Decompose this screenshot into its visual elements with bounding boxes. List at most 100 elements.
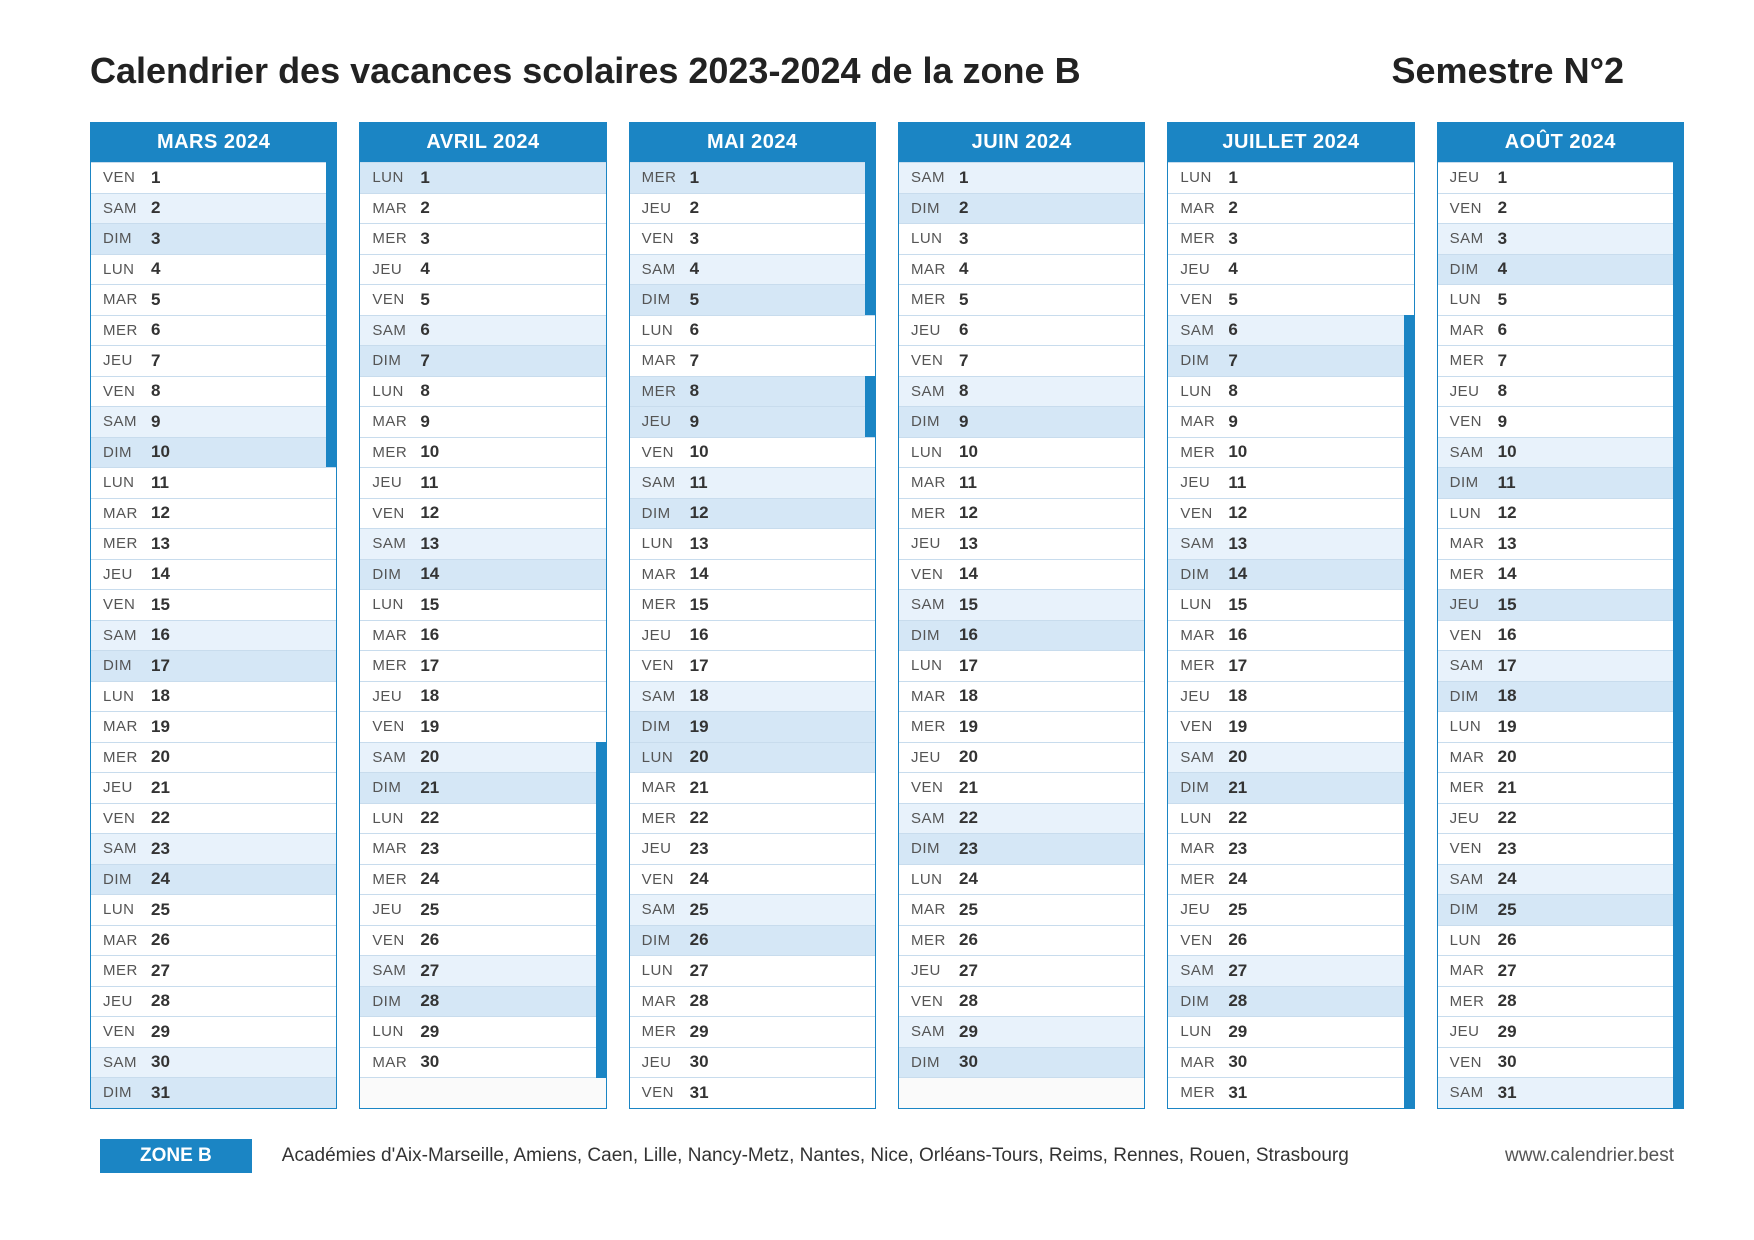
weekday-label: JEU	[1180, 688, 1228, 705]
day-row: DIM9	[899, 406, 1144, 437]
day-row: MER21	[1438, 772, 1683, 803]
weekday-label: SAM	[642, 261, 690, 278]
weekday-label: JEU	[911, 322, 959, 339]
day-row: MAR9	[360, 406, 605, 437]
weekday-label: SAM	[103, 200, 151, 217]
day-number: 8	[690, 381, 699, 401]
weekday-label: JEU	[372, 261, 420, 278]
day-number: 1	[1498, 168, 1507, 188]
weekday-label: JEU	[911, 749, 959, 766]
day-row: MER17	[1168, 650, 1413, 681]
vacation-marker	[596, 772, 606, 804]
day-number: 21	[959, 778, 978, 798]
vacation-marker	[326, 315, 336, 347]
day-row: JEU15	[1438, 589, 1683, 620]
weekday-label: MAR	[1180, 840, 1228, 857]
weekday-label: LUN	[1450, 932, 1498, 949]
weekday-label: JEU	[1180, 901, 1228, 918]
day-row: VEN1	[91, 162, 336, 193]
day-row: VEN7	[899, 345, 1144, 376]
day-row: SAM29	[899, 1016, 1144, 1047]
weekday-label: DIM	[372, 779, 420, 796]
weekday-label: MAR	[103, 932, 151, 949]
day-row: VEN12	[1168, 498, 1413, 529]
day-number: 6	[151, 320, 160, 340]
day-row: LUN8	[360, 376, 605, 407]
vacation-marker	[1673, 833, 1683, 865]
vacation-marker	[1673, 711, 1683, 743]
day-number: 16	[1498, 625, 1517, 645]
day-number: 7	[420, 351, 429, 371]
day-number: 30	[151, 1052, 170, 1072]
day-row: MER24	[1168, 864, 1413, 895]
vacation-marker	[1673, 254, 1683, 286]
weekday-label: DIM	[911, 200, 959, 217]
vacation-marker	[326, 345, 336, 377]
weekday-label: MER	[1180, 444, 1228, 461]
vacation-marker	[1404, 498, 1414, 530]
day-number: 10	[1228, 442, 1247, 462]
weekday-label: JEU	[103, 352, 151, 369]
vacation-marker	[1404, 955, 1414, 987]
day-row: VEN3	[630, 223, 875, 254]
day-number: 25	[1498, 900, 1517, 920]
vacation-marker	[1673, 223, 1683, 255]
day-row: JEU29	[1438, 1016, 1683, 1047]
day-number: 25	[151, 900, 170, 920]
day-number: 19	[420, 717, 439, 737]
day-row: SAM22	[899, 803, 1144, 834]
day-number: 6	[420, 320, 429, 340]
day-number: 16	[1228, 625, 1247, 645]
day-row: VEN8	[91, 376, 336, 407]
day-row: MAR9	[1168, 406, 1413, 437]
day-row: DIM30	[899, 1047, 1144, 1078]
day-number: 12	[690, 503, 709, 523]
weekday-label: LUN	[1180, 169, 1228, 186]
day-number: 17	[1498, 656, 1517, 676]
weekday-label: MER	[372, 230, 420, 247]
month-column: JUILLET 2024LUN1MAR2MER3JEU4VEN5SAM6DIM7…	[1167, 122, 1414, 1109]
day-number: 5	[420, 290, 429, 310]
weekday-label: MAR	[1450, 535, 1498, 552]
day-number: 25	[1228, 900, 1247, 920]
vacation-marker	[326, 193, 336, 225]
weekday-label: MER	[372, 444, 420, 461]
weekday-label: JEU	[911, 962, 959, 979]
day-number: 9	[1498, 412, 1507, 432]
day-number: 10	[959, 442, 978, 462]
vacation-marker	[1404, 1047, 1414, 1079]
day-row: VEN2	[1438, 193, 1683, 224]
day-row: JEU9	[630, 406, 875, 437]
vacation-marker	[596, 955, 606, 987]
weekday-label: LUN	[103, 474, 151, 491]
day-row: DIM10	[91, 437, 336, 468]
weekday-label: MAR	[372, 840, 420, 857]
weekday-label: DIM	[103, 871, 151, 888]
day-number: 1	[151, 168, 160, 188]
weekday-label: LUN	[372, 810, 420, 827]
weekday-label: MER	[642, 1023, 690, 1040]
weekday-label: SAM	[1180, 322, 1228, 339]
day-row: JEU4	[1168, 254, 1413, 285]
day-row: SAM13	[1168, 528, 1413, 559]
weekday-label: SAM	[372, 749, 420, 766]
weekday-label: JEU	[372, 474, 420, 491]
day-number: 2	[151, 198, 160, 218]
day-row: VEN16	[1438, 620, 1683, 651]
day-row: MER6	[91, 315, 336, 346]
day-number: 26	[690, 930, 709, 950]
weekday-label: DIM	[1450, 901, 1498, 918]
day-number: 26	[420, 930, 439, 950]
vacation-marker	[1673, 620, 1683, 652]
weekday-label: JEU	[642, 627, 690, 644]
day-number: 2	[959, 198, 968, 218]
vacation-marker	[596, 864, 606, 896]
calendar-grid: MARS 2024VEN1SAM2DIM3LUN4MAR5MER6JEU7VEN…	[90, 122, 1684, 1109]
vacation-marker	[1673, 467, 1683, 499]
day-row: SAM24	[1438, 864, 1683, 895]
day-number: 27	[1498, 961, 1517, 981]
weekday-label: MER	[103, 535, 151, 552]
vacation-marker	[1404, 894, 1414, 926]
vacation-marker	[596, 1047, 606, 1079]
day-number: 23	[151, 839, 170, 859]
